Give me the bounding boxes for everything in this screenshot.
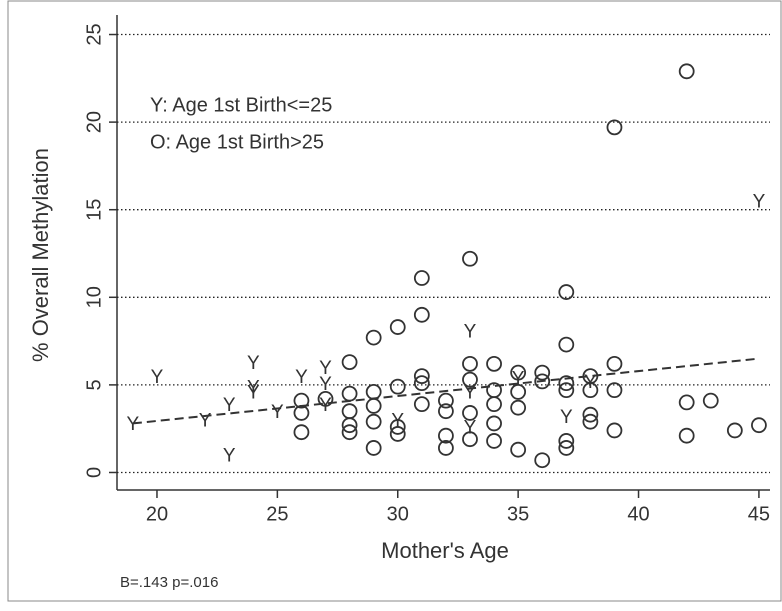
point [389, 419, 406, 435]
point [606, 355, 623, 372]
point [510, 383, 527, 400]
point [462, 355, 478, 372]
y-tick-label: 15 [83, 199, 105, 221]
point: Y [199, 411, 212, 432]
point: Y [247, 377, 260, 398]
point [413, 270, 430, 286]
point [678, 63, 695, 80]
point [438, 392, 454, 409]
x-tick-label: 30 [387, 503, 409, 525]
point: Y [127, 414, 140, 435]
point [389, 319, 406, 335]
point [486, 355, 502, 372]
point [486, 396, 502, 413]
point [510, 364, 527, 381]
point [293, 392, 310, 409]
point [534, 452, 551, 469]
point: Y [464, 418, 477, 439]
legend-note: Y: Age 1st Birth<=25 [150, 94, 332, 116]
y-tick-label: 25 [83, 23, 105, 45]
legend-note: O: Age 1st Birth>25 [150, 131, 324, 153]
point [558, 382, 575, 399]
point [341, 424, 358, 441]
point [413, 368, 430, 385]
point [317, 391, 334, 407]
point [462, 431, 478, 448]
point: Y [223, 446, 236, 467]
point [438, 403, 454, 420]
point [341, 354, 358, 371]
point [558, 440, 575, 456]
point [389, 426, 406, 442]
point [606, 119, 623, 136]
point [413, 306, 430, 323]
point [678, 394, 695, 411]
trend-line [132, 357, 760, 425]
point [534, 373, 551, 390]
point [365, 398, 382, 414]
point [365, 413, 382, 430]
point [438, 427, 454, 444]
point: Y [295, 367, 308, 388]
point: Y [464, 321, 477, 342]
point [726, 422, 743, 439]
point [606, 422, 623, 439]
y-tick-label: 5 [83, 379, 105, 390]
point [534, 364, 551, 381]
point [486, 433, 502, 449]
x-tick-label: 20 [146, 503, 168, 525]
point [558, 433, 575, 449]
point: Y [319, 358, 332, 379]
y-tick-label: 10 [83, 286, 105, 308]
point [365, 440, 382, 456]
point [413, 375, 430, 392]
point [462, 250, 478, 267]
point [582, 413, 599, 430]
point [365, 329, 382, 346]
point [510, 441, 527, 458]
point [558, 375, 575, 392]
point [558, 336, 575, 353]
point [486, 415, 502, 432]
footnote: B=.143 p=.016 [120, 574, 218, 591]
point: Y [223, 395, 236, 416]
point: Y [391, 411, 404, 432]
point [341, 385, 358, 402]
point [365, 383, 382, 400]
point: Y [560, 407, 573, 428]
point: Y [319, 374, 332, 395]
point [582, 406, 599, 423]
point [558, 284, 575, 300]
point [582, 382, 599, 399]
point [341, 417, 358, 434]
point [462, 405, 478, 421]
point: Y [247, 383, 260, 404]
y-tick-label: 0 [83, 467, 105, 478]
point [389, 378, 406, 395]
point [606, 382, 623, 399]
x-tick-label: 25 [266, 503, 288, 525]
point: Y [151, 367, 164, 388]
point [293, 424, 310, 441]
point [510, 399, 527, 416]
point [438, 440, 454, 456]
x-tick-label: 35 [507, 503, 529, 525]
point [678, 427, 695, 444]
x-tick-label: 40 [627, 503, 649, 525]
x-axis-label: Mother's Age [381, 538, 509, 563]
point [462, 371, 478, 388]
x-tick-label: 45 [748, 503, 770, 525]
y-axis-label: % Overall Methylation [28, 148, 53, 362]
frame [7, 0, 782, 602]
y-tick-label: 20 [83, 111, 105, 133]
point: Y [753, 192, 766, 213]
point: Y [271, 402, 284, 423]
point [341, 403, 358, 420]
point [751, 417, 767, 434]
point: Y [247, 353, 260, 374]
point [702, 392, 719, 409]
point [413, 396, 430, 413]
